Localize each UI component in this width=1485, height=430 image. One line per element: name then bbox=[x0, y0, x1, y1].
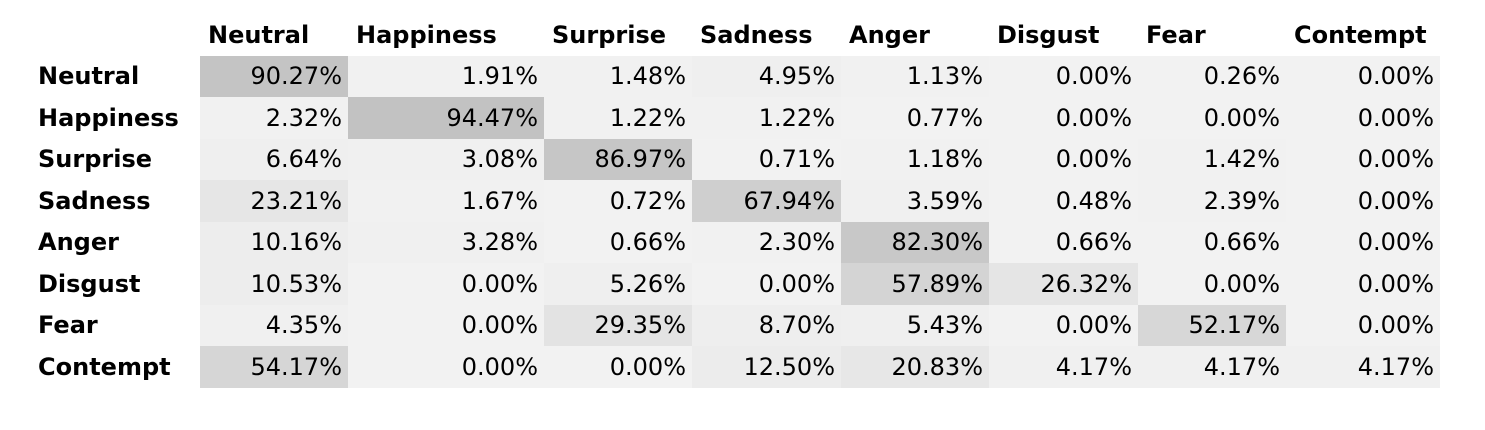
matrix-row: Neutral 90.27% 1.91% 1.48% 4.95% 1.13% 0.00% 0.… bbox=[30, 55, 1440, 97]
matrix-cell: 0.00% bbox=[989, 55, 1138, 97]
matrix-cell: 1.67% bbox=[348, 180, 544, 222]
matrix-cell: 0.71% bbox=[692, 138, 841, 180]
row-header-neutral: Neutral bbox=[30, 55, 200, 97]
matrix-cell: 2.39% bbox=[1138, 180, 1286, 222]
matrix-cell: 0.26% bbox=[1138, 55, 1286, 97]
matrix-cell: 29.35% bbox=[544, 304, 692, 346]
matrix-cell: 4.35% bbox=[200, 304, 348, 346]
matrix-cell: 0.00% bbox=[1286, 55, 1440, 97]
matrix-cell: 1.22% bbox=[544, 97, 692, 139]
matrix-cell: 1.48% bbox=[544, 55, 692, 97]
matrix-cell: 0.00% bbox=[989, 97, 1138, 139]
row-header-sadness: Sadness bbox=[30, 180, 200, 222]
matrix-cell: 10.16% bbox=[200, 221, 348, 263]
col-header-fear: Fear bbox=[1146, 20, 1206, 49]
matrix-cell: 23.21% bbox=[200, 180, 348, 222]
matrix-cell: 4.95% bbox=[692, 55, 841, 97]
matrix-cell: 0.00% bbox=[1138, 263, 1286, 305]
matrix-cell: 82.30% bbox=[841, 221, 989, 263]
matrix-cell: 90.27% bbox=[200, 55, 348, 97]
corner-cell bbox=[30, 14, 200, 56]
row-header-anger: Anger bbox=[30, 221, 200, 263]
row-header-happiness: Happiness bbox=[30, 97, 200, 139]
row-header-contempt: Contempt bbox=[30, 346, 200, 388]
matrix-cell: 6.64% bbox=[200, 138, 348, 180]
matrix-cell: 0.00% bbox=[544, 346, 692, 388]
matrix-cell: 3.08% bbox=[348, 138, 544, 180]
col-header-surprise: Surprise bbox=[552, 20, 667, 49]
matrix-cell: 0.77% bbox=[841, 97, 989, 139]
matrix-cell: 1.42% bbox=[1138, 138, 1286, 180]
matrix-cell: 94.47% bbox=[348, 97, 544, 139]
confusion-matrix-table: Neutral Happiness Surprise Sadness Anger… bbox=[30, 14, 1440, 388]
col-header-sadness: Sadness bbox=[700, 20, 813, 49]
matrix-cell: 57.89% bbox=[841, 263, 989, 305]
col-header-neutral: Neutral bbox=[208, 20, 310, 49]
matrix-cell: 0.66% bbox=[1138, 221, 1286, 263]
matrix-cell: 67.94% bbox=[692, 180, 841, 222]
matrix-cell: 0.00% bbox=[1286, 263, 1440, 305]
matrix-cell: 0.48% bbox=[989, 180, 1138, 222]
matrix-cell: 0.00% bbox=[989, 138, 1138, 180]
row-header-fear: Fear bbox=[30, 304, 200, 346]
matrix-row: Fear 4.35% 0.00% 29.35% 8.70% 5.43% 0.00% 52.17… bbox=[30, 304, 1440, 346]
matrix-cell: 5.26% bbox=[544, 263, 692, 305]
matrix-cell: 3.59% bbox=[841, 180, 989, 222]
matrix-cell: 2.32% bbox=[200, 97, 348, 139]
matrix-row: Anger 10.16% 3.28% 0.66% 2.30% 82.30% 0.66% 0.6… bbox=[30, 221, 1440, 263]
header-row: Neutral Happiness Surprise Sadness Anger… bbox=[30, 14, 1440, 56]
matrix-cell: 2.30% bbox=[692, 221, 841, 263]
matrix-cell: 0.00% bbox=[1286, 138, 1440, 180]
matrix-row: Sadness 23.21% 1.67% 0.72% 67.94% 3.59% 0.48% 2… bbox=[30, 180, 1440, 222]
matrix-cell: 1.13% bbox=[841, 55, 989, 97]
matrix-cell: 0.00% bbox=[348, 263, 544, 305]
matrix-cell: 0.66% bbox=[989, 221, 1138, 263]
matrix-row: Disgust 10.53% 0.00% 5.26% 0.00% 57.89% 26.32%… bbox=[30, 263, 1440, 305]
matrix-row: Contempt 54.17% 0.00% 0.00% 12.50% 20.83% 4.17… bbox=[30, 346, 1440, 388]
matrix-cell: 0.72% bbox=[544, 180, 692, 222]
matrix-cell: 0.00% bbox=[1286, 180, 1440, 222]
matrix-cell: 0.00% bbox=[1138, 97, 1286, 139]
matrix-cell: 1.22% bbox=[692, 97, 841, 139]
col-header-contempt: Contempt bbox=[1294, 20, 1427, 49]
col-header-anger: Anger bbox=[849, 20, 930, 49]
matrix-cell: 54.17% bbox=[200, 346, 348, 388]
matrix-cell: 0.00% bbox=[692, 263, 841, 305]
matrix-cell: 10.53% bbox=[200, 263, 348, 305]
matrix-cell: 0.00% bbox=[1286, 304, 1440, 346]
matrix-cell: 4.17% bbox=[1286, 346, 1440, 388]
row-header-surprise: Surprise bbox=[30, 138, 200, 180]
col-header-happiness: Happiness bbox=[356, 20, 497, 49]
matrix-cell: 4.17% bbox=[1138, 346, 1286, 388]
matrix-cell: 4.17% bbox=[989, 346, 1138, 388]
matrix-cell: 86.97% bbox=[544, 138, 692, 180]
col-header-disgust: Disgust bbox=[997, 20, 1100, 49]
matrix-cell: 1.18% bbox=[841, 138, 989, 180]
matrix-cell: 26.32% bbox=[989, 263, 1138, 305]
matrix-row: Happiness 2.32% 94.47% 1.22% 1.22% 0.77% 0.00%… bbox=[30, 97, 1440, 139]
matrix-cell: 3.28% bbox=[348, 221, 544, 263]
matrix-cell: 1.91% bbox=[348, 55, 544, 97]
matrix-cell: 0.00% bbox=[348, 346, 544, 388]
matrix-cell: 8.70% bbox=[692, 304, 841, 346]
matrix-cell: 5.43% bbox=[841, 304, 989, 346]
matrix-cell: 0.00% bbox=[1286, 221, 1440, 263]
matrix-body: Neutral 90.27% 1.91% 1.48% 4.95% 1.13% 0.00% 0.… bbox=[30, 55, 1440, 388]
matrix-cell: 0.00% bbox=[989, 304, 1138, 346]
matrix-row: Surprise 6.64% 3.08% 86.97% 0.71% 1.18% 0.00% 1… bbox=[30, 138, 1440, 180]
row-header-disgust: Disgust bbox=[30, 263, 200, 305]
matrix-cell: 0.00% bbox=[348, 304, 544, 346]
matrix-cell: 0.00% bbox=[1286, 97, 1440, 139]
matrix-cell: 52.17% bbox=[1138, 304, 1286, 346]
matrix-cell: 12.50% bbox=[692, 346, 841, 388]
matrix-cell: 20.83% bbox=[841, 346, 989, 388]
matrix-cell: 0.66% bbox=[544, 221, 692, 263]
